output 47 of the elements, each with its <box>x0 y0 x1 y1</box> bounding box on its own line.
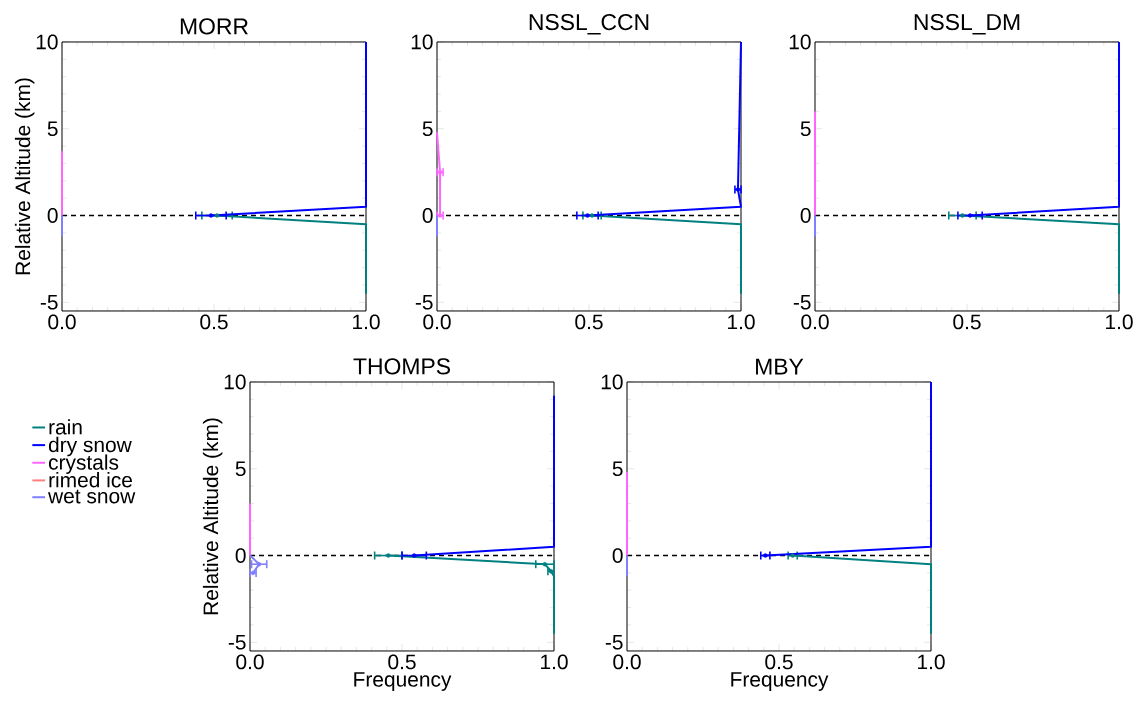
chart-title: MORR <box>180 18 248 35</box>
y-tick-label: 5 <box>422 121 433 137</box>
x-axis-title: Frequency <box>731 672 829 691</box>
chart-title: NSSL_CCN <box>529 13 649 35</box>
x-tick-label: 0.0 <box>801 314 829 330</box>
y-tick-label: 10 <box>601 374 623 390</box>
y-tick-label: 10 <box>411 34 433 50</box>
x-tick-label: 0.0 <box>613 654 641 670</box>
y-tick-label: 0 <box>235 548 246 563</box>
x-tick-label: 1.0 <box>918 654 945 670</box>
y-tick-label: -5 <box>228 635 246 650</box>
y-tick-label: 0 <box>612 548 623 563</box>
y-tick-label: 5 <box>612 461 623 477</box>
y-tick-label: -5 <box>40 295 58 310</box>
chart-title: NSSL_DM <box>914 13 1020 35</box>
legend-label: rimed ice <box>49 472 132 488</box>
x-axis-title: Frequency <box>354 672 452 691</box>
legend-label: rain <box>49 419 82 435</box>
chart-title: MBY <box>756 358 804 375</box>
y-tick-label: 10 <box>36 34 58 50</box>
x-tick-label: 0.0 <box>48 314 76 330</box>
x-tick-label: 1.0 <box>728 314 755 330</box>
y-tick-label: 5 <box>800 121 811 137</box>
y-tick-label: 0 <box>47 208 58 223</box>
x-tick-label: 0.0 <box>423 314 451 330</box>
x-tick-label: 1.0 <box>1106 314 1133 330</box>
y-tick-label: 10 <box>789 34 811 50</box>
y-tick-label: 10 <box>224 374 246 390</box>
y-tick-label: -5 <box>415 295 433 310</box>
x-tick-label: 0.5 <box>953 314 981 330</box>
y-tick-label: -5 <box>605 635 623 650</box>
x-tick-label: 1.0 <box>541 654 568 670</box>
y-tick-label: 0 <box>422 208 433 223</box>
x-tick-label: 0.5 <box>575 314 603 330</box>
y-axis-title: Relative Altitude (km) <box>202 418 223 615</box>
legend-label: wet snow <box>48 489 136 504</box>
y-tick-label: 0 <box>800 208 811 223</box>
y-tick-label: -5 <box>793 295 811 310</box>
x-tick-label: 1.0 <box>353 314 380 330</box>
chart-title: THOMPS <box>353 358 450 375</box>
x-tick-label: 0.5 <box>765 654 793 670</box>
x-tick-label: 0.0 <box>236 654 264 670</box>
y-axis-title: Relative Altitude (km) <box>14 78 35 275</box>
x-tick-label: 0.5 <box>200 314 228 330</box>
y-tick-label: 5 <box>47 121 58 137</box>
x-tick-label: 0.5 <box>388 654 416 670</box>
y-tick-label: 5 <box>235 461 246 477</box>
